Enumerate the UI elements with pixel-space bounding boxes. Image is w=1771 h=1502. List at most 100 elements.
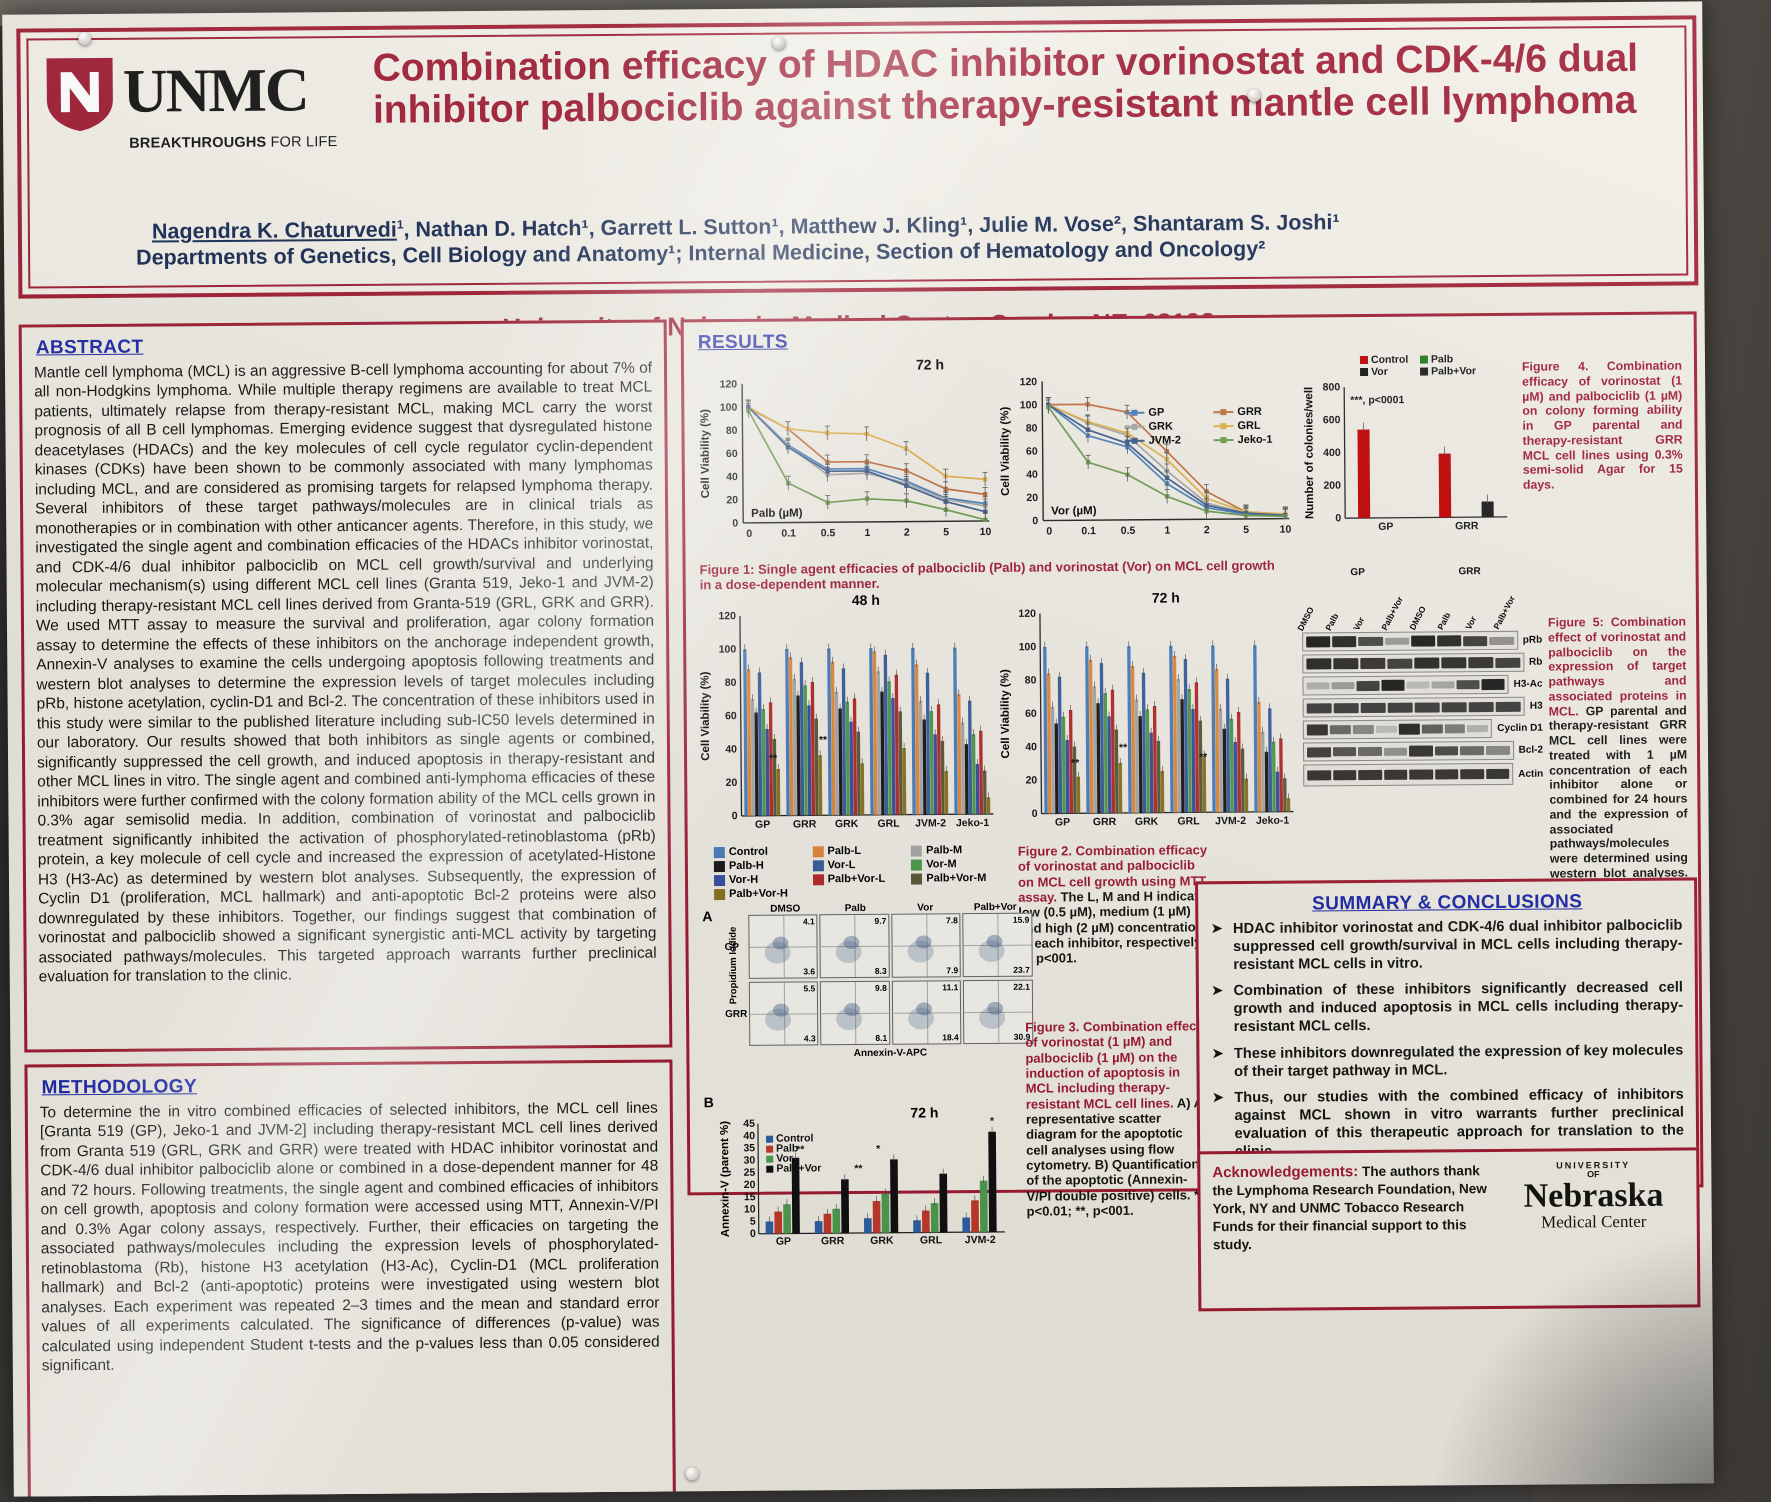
figure1-legend: GP GRR GRK GRL JVM-2 Jeko-1 [1124, 406, 1294, 449]
figure1-left-title: 72 h [915, 356, 945, 373]
svg-text:GRL: GRL [877, 818, 900, 830]
svg-text:GP: GP [1055, 816, 1070, 828]
blot-membrane [1302, 740, 1514, 762]
poster-header: UNMC BREAKTHROUGHS FOR LIFE Combination … [16, 15, 1699, 343]
svg-text:600: 600 [1323, 414, 1341, 426]
flow-scatter-plot: 15.9 23.7 [962, 912, 1033, 978]
svg-text:0: 0 [1032, 515, 1038, 527]
figure2-legend-label: Palb-M [926, 844, 963, 857]
svg-text:40: 40 [1026, 469, 1038, 481]
svg-text:**: ** [854, 1163, 863, 1175]
summary-bullet-list: ➤ HDAC inhibitor vorinostat and CDK-4/6 d… [1210, 917, 1684, 1162]
research-poster: UNMC BREAKTHROUGHS FOR LIFE Combination … [2, 1, 1714, 1497]
blot-band [1441, 701, 1467, 712]
svg-text:0: 0 [1335, 512, 1341, 524]
pin-top-left [78, 31, 92, 46]
flow-quadrant-value: 8.3 [874, 965, 887, 976]
figure1-legend-item: GRL [1213, 420, 1294, 433]
svg-text:Control: Control [776, 1132, 814, 1144]
blot-lane-label: Palb [1435, 610, 1453, 632]
blot-band [1431, 681, 1455, 689]
blot-row: Cyclin D1 [1302, 719, 1543, 740]
figure1-legend-label: GRK [1148, 420, 1173, 433]
figure1-legend-item: JVM-2 [1124, 434, 1206, 447]
blot-protein-label: Actin [1518, 768, 1544, 780]
svg-text:40: 40 [1025, 741, 1037, 753]
flow-quadrant-value: 22.1 [1013, 981, 1030, 992]
flow-scatter-plot: 9.7 8.3 [819, 913, 890, 979]
figure2-legend-item: Vor-M [911, 858, 1004, 871]
svg-text:20: 20 [726, 494, 738, 506]
svg-text:0: 0 [732, 517, 738, 529]
blot-protein-label: pRb [1522, 634, 1543, 646]
blot-row: Bcl-2 [1302, 740, 1544, 762]
blot-band [1306, 682, 1330, 690]
blot-band [1306, 724, 1328, 736]
svg-text:72 h: 72 h [910, 1106, 938, 1121]
blot-band [1410, 635, 1436, 647]
blot-band [1489, 636, 1514, 645]
figure1-legend-label: JVM-2 [1148, 434, 1182, 447]
svg-text:0: 0 [732, 810, 738, 822]
blot-protein-label: H3 [1529, 700, 1543, 712]
figure1-legend-item: GRR [1213, 406, 1294, 419]
blot-row: Rb [1302, 652, 1542, 674]
svg-text:Vor: Vor [776, 1153, 793, 1165]
tagline-light: FOR LIFE [266, 134, 338, 151]
svg-text:*: * [876, 1143, 881, 1155]
summary-box: SUMMARY & CONCLUSIONS ➤ HDAC inhibitor vo… [1195, 877, 1700, 1168]
figure2-legend-label: Vor-H [728, 873, 759, 887]
flow-scatter-plot: 4.1 3.6 [748, 914, 819, 979]
summary-bullet: ➤ Combination of these inhibitors signifi… [1211, 979, 1683, 1037]
svg-text:Palb (µM): Palb (µM) [751, 507, 803, 519]
figure2-legend-label: Vor-M [926, 858, 957, 871]
blot-row: pRb [1302, 630, 1543, 652]
svg-text:JVM-2: JVM-2 [915, 817, 946, 829]
figure2-legend-item: Palb+Vor-L [812, 873, 906, 886]
svg-text:**: ** [1119, 742, 1128, 754]
blot-band [1414, 701, 1440, 713]
svg-text:80: 80 [726, 425, 738, 437]
figure2-legend-item: Palb-M [911, 844, 1004, 857]
svg-text:60: 60 [725, 710, 737, 722]
abstract-text: Mantle cell lymphoma (MCL) is an aggress… [33, 359, 657, 986]
pin-bottom-center [685, 1467, 699, 1481]
nebraska-logo: UNIVERSITY OF Nebraska Medical Center [1502, 1160, 1685, 1252]
figure3-panelA-label: A [702, 908, 713, 925]
svg-text:Annexin-V (parent %): Annexin-V (parent %) [720, 1121, 732, 1238]
svg-text:0: 0 [746, 528, 752, 540]
flow-quadrant-value: 9.8 [874, 982, 887, 993]
bullet-arrow-icon: ➤ [1211, 1044, 1225, 1062]
blot-band [1481, 679, 1505, 690]
svg-text:Number of colonies/well: Number of colonies/well [1303, 387, 1316, 519]
blot-band [1383, 747, 1408, 756]
blot-row: H3 [1302, 696, 1543, 718]
flow-x-axis-label: Annexin-V-APC [853, 1047, 928, 1060]
svg-text:Cell Viability (%): Cell Viability (%) [999, 406, 1012, 496]
blot-band [1467, 724, 1489, 733]
svg-text:Control: Control [1371, 354, 1409, 366]
methodology-heading: METHODOLOGY [41, 1076, 198, 1099]
blot-protein-label: Bcl-2 [1518, 744, 1544, 756]
flow-scatter-plot: 22.1 30.9 [963, 979, 1034, 1045]
blot-band [1409, 745, 1433, 757]
flow-quadrant-value: 15.9 [1012, 914, 1030, 925]
figure2-caption: Figure 2. Combination efficacy of vorino… [1018, 842, 1215, 966]
svg-text:GRR: GRR [1455, 520, 1479, 532]
blot-band [1358, 636, 1383, 647]
blot-lane-label: DMSO [1407, 604, 1428, 632]
svg-text:80: 80 [725, 677, 737, 689]
blot-band [1383, 769, 1408, 780]
figure2-legend-item: Palb-L [812, 845, 905, 858]
svg-text:48 h: 48 h [852, 592, 880, 608]
blot-membrane [1303, 762, 1514, 787]
flow-quadrant-value: 9.7 [874, 915, 887, 926]
blot-band [1434, 769, 1459, 780]
figure2-legend-label: Palb-H [728, 859, 764, 873]
svg-text:0: 0 [1032, 808, 1038, 820]
figure2-legend-label: Palb+Vor-M [926, 871, 987, 885]
bullet-arrow-icon: ➤ [1210, 920, 1224, 938]
legend-spacer [911, 886, 1004, 899]
svg-text:5: 5 [1243, 524, 1249, 536]
flow-quadrant-value: 7.9 [946, 965, 959, 976]
